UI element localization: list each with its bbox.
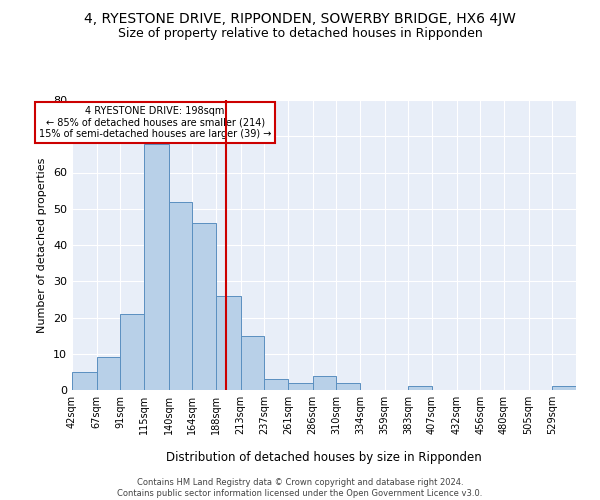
Bar	[553, 386, 576, 390]
Text: Size of property relative to detached houses in Ripponden: Size of property relative to detached ho…	[118, 28, 482, 40]
Bar	[288, 383, 313, 390]
Bar	[409, 386, 432, 390]
Bar	[121, 314, 144, 390]
Bar	[337, 383, 360, 390]
Bar	[72, 372, 97, 390]
Bar	[144, 144, 169, 390]
Text: 4, RYESTONE DRIVE, RIPPONDEN, SOWERBY BRIDGE, HX6 4JW: 4, RYESTONE DRIVE, RIPPONDEN, SOWERBY BR…	[84, 12, 516, 26]
Bar	[313, 376, 337, 390]
Bar	[193, 223, 216, 390]
Bar	[169, 202, 193, 390]
Y-axis label: Number of detached properties: Number of detached properties	[37, 158, 47, 332]
Text: 4 RYESTONE DRIVE: 198sqm
← 85% of detached houses are smaller (214)
15% of semi-: 4 RYESTONE DRIVE: 198sqm ← 85% of detach…	[39, 106, 271, 139]
Bar	[97, 358, 121, 390]
Bar	[241, 336, 265, 390]
Text: Distribution of detached houses by size in Ripponden: Distribution of detached houses by size …	[166, 451, 482, 464]
Text: Contains HM Land Registry data © Crown copyright and database right 2024.
Contai: Contains HM Land Registry data © Crown c…	[118, 478, 482, 498]
Bar	[265, 379, 288, 390]
Bar	[216, 296, 241, 390]
